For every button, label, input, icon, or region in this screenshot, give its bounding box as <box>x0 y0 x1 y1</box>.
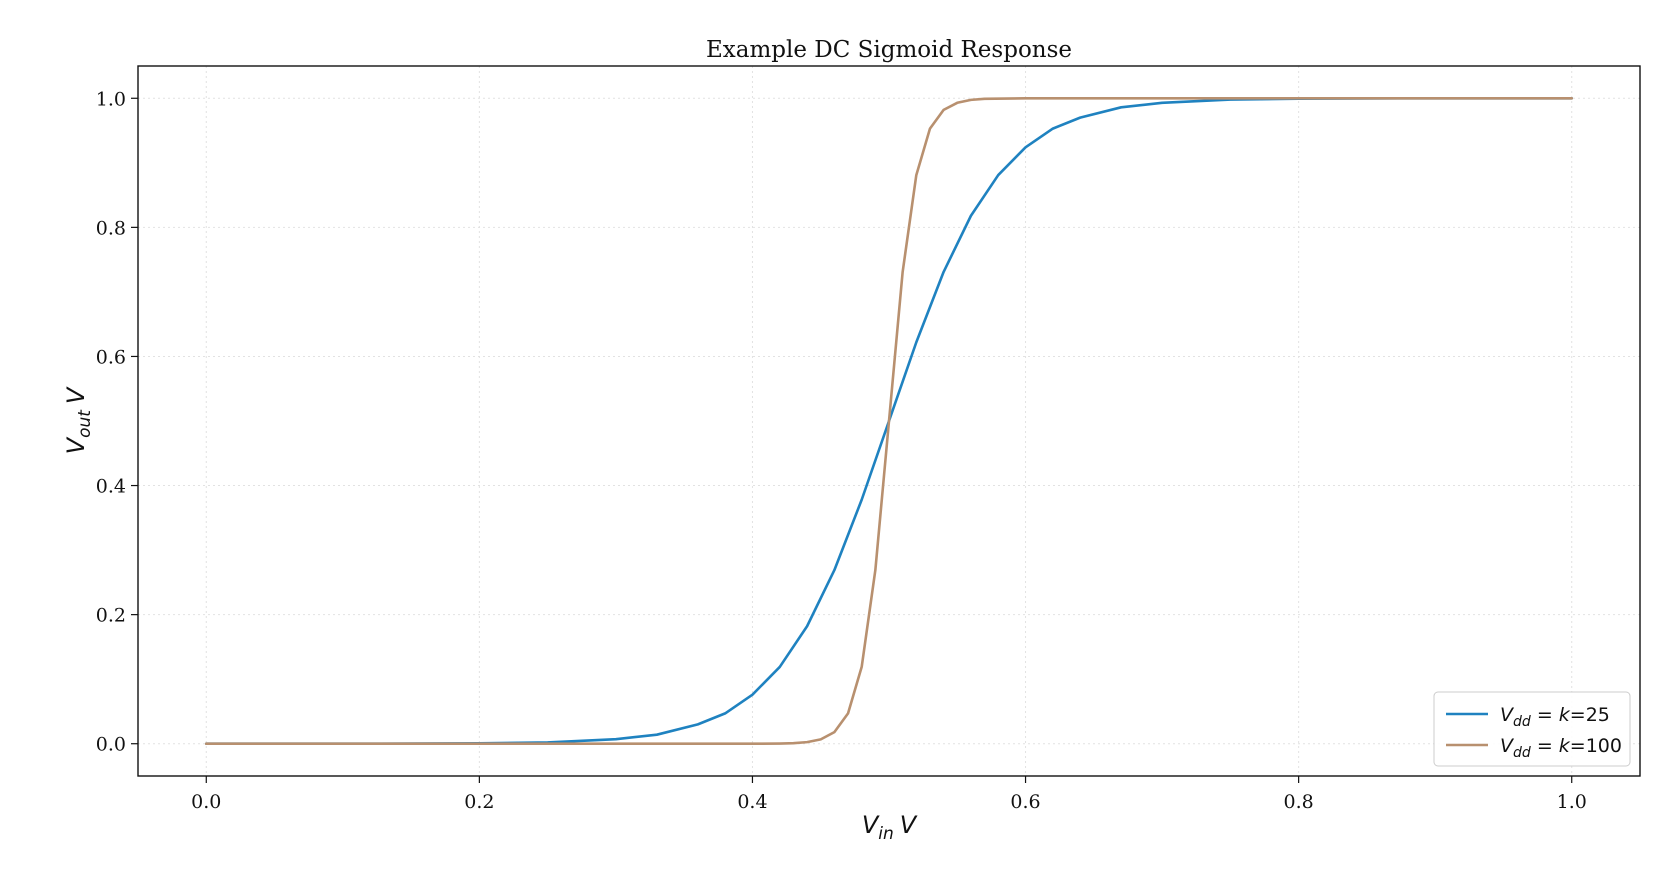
series-line-2 <box>204 96 1574 746</box>
chart-title: Example DC Sigmoid Response <box>706 37 1072 63</box>
x-axis-label-unit: V <box>900 811 918 839</box>
y-tick-label: 0.4 <box>96 476 126 498</box>
y-tick-label: 0.2 <box>96 605 126 627</box>
y-ticks: 0.0 0.2 0.4 0.6 0.8 1.0 <box>96 88 138 756</box>
series-layer <box>204 96 1574 746</box>
x-tick-label: 0.6 <box>1010 791 1040 813</box>
y-tick-label: 0.6 <box>96 346 126 368</box>
x-axis-label-sub: in <box>878 824 894 844</box>
y-tick-label: 0.8 <box>96 217 126 239</box>
x-tick-label: 0.8 <box>1284 791 1314 813</box>
y-axis-label-main: V <box>62 436 90 454</box>
legend: Vdd = k=25 Vdd = k=100 <box>1433 691 1631 767</box>
x-tick-label: 0.0 <box>191 791 221 813</box>
y-axis-label-sub: out <box>75 409 95 438</box>
legend-box <box>1433 691 1631 767</box>
y-axis-label-unit: V <box>62 386 90 404</box>
x-tick-label: 0.2 <box>464 791 494 813</box>
x-tick-label: 0.4 <box>737 791 767 813</box>
x-axis-label-main: V <box>862 811 880 839</box>
x-axis-label: Vin V <box>862 811 918 844</box>
y-tick-label: 1.0 <box>96 88 126 110</box>
y-axis-label: VoutV <box>62 386 95 454</box>
legend-label-1: Vdd = k=25 <box>1500 704 1610 730</box>
x-ticks: 0.0 0.2 0.4 0.6 0.8 1.0 <box>191 776 1587 813</box>
x-tick-label: 1.0 <box>1557 791 1587 813</box>
plot-frame <box>137 65 1641 777</box>
legend-label-2: Vdd = k=100 <box>1500 735 1622 761</box>
y-tick-label: 0.0 <box>96 734 126 756</box>
